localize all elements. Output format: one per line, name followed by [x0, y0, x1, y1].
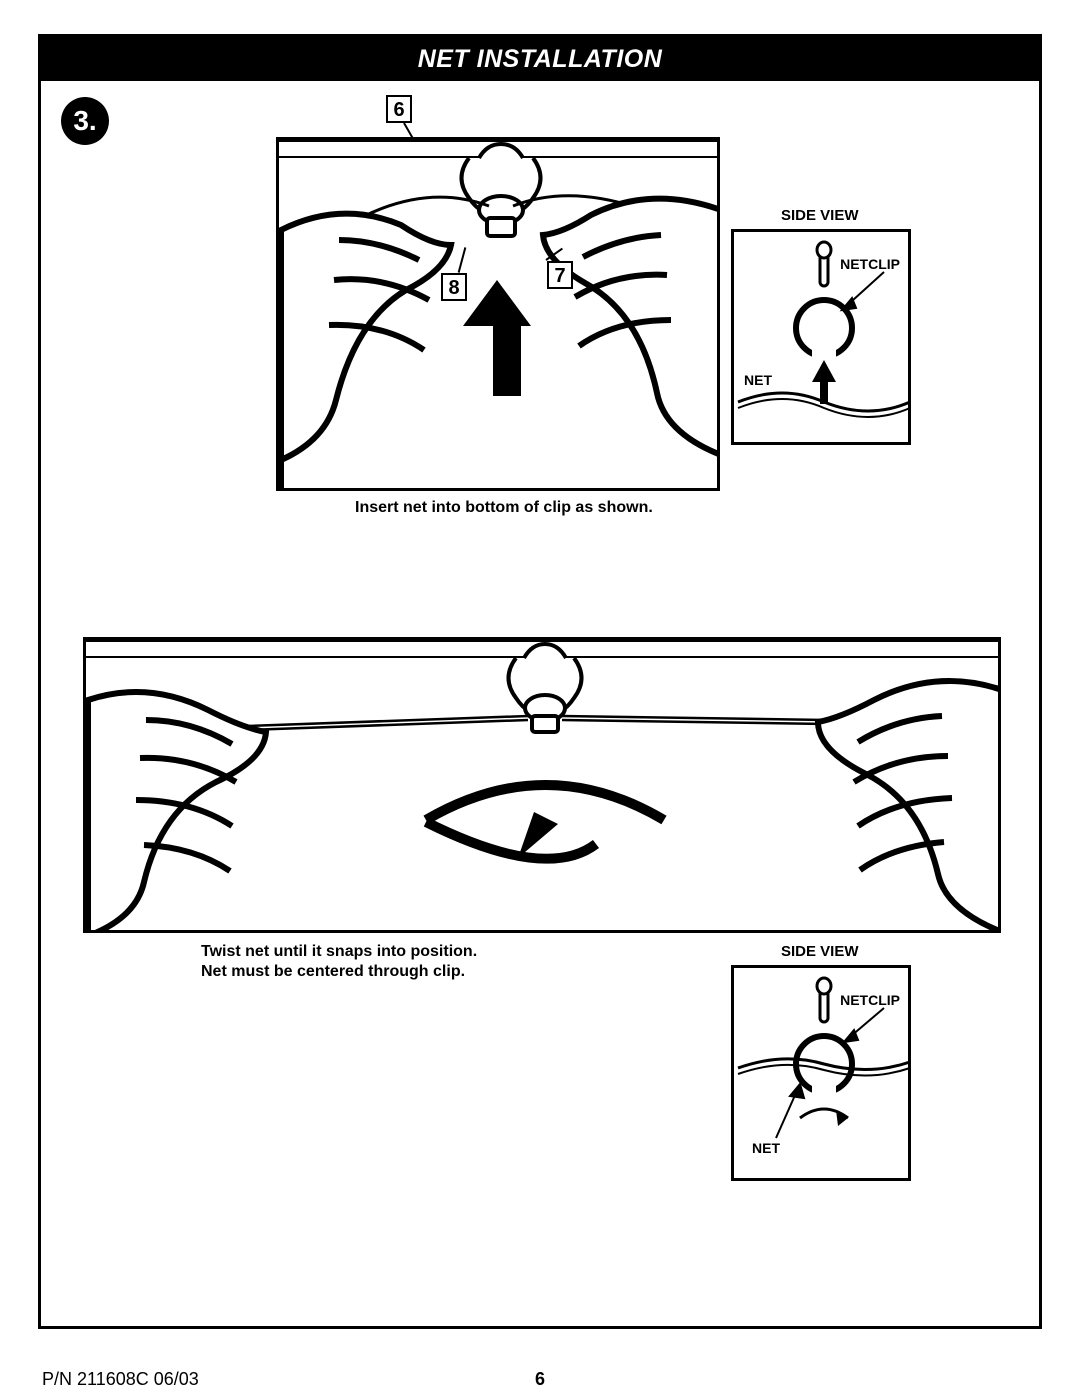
section-header: NET INSTALLATION: [41, 37, 1039, 81]
sideview1-net-label: NET: [744, 372, 772, 388]
figure-twist-net: [83, 637, 1001, 933]
page-number: 6: [38, 1369, 1042, 1390]
sideview-2: NETCLIP NET: [731, 965, 911, 1181]
step-number-circle: 3.: [61, 97, 109, 145]
sideview2-netclip-label: NETCLIP: [840, 992, 900, 1008]
sideview2-net-label: NET: [752, 1140, 780, 1156]
callout-7: 7: [547, 261, 573, 289]
figure1-caption: Insert net into bottom of clip as shown.: [355, 499, 653, 517]
up-arrow-icon: [483, 280, 531, 396]
sideview1-netclip-label: NETCLIP: [840, 256, 900, 272]
figure2-caption-line1: Twist net until it snaps into position.: [201, 943, 477, 961]
sideview-1: NETCLIP NET: [731, 229, 911, 445]
figure-insert-net: [276, 137, 720, 491]
twist-illustration: [86, 640, 1001, 933]
page-border: NET INSTALLATION 3. 6: [38, 34, 1042, 1329]
callout-8: 8: [441, 273, 467, 301]
figure2-caption-line2: Net must be centered through clip.: [201, 963, 465, 981]
sideview1-title: SIDE VIEW: [781, 207, 859, 224]
sideview2-title: SIDE VIEW: [781, 943, 859, 960]
callout-6: 6: [386, 95, 412, 123]
